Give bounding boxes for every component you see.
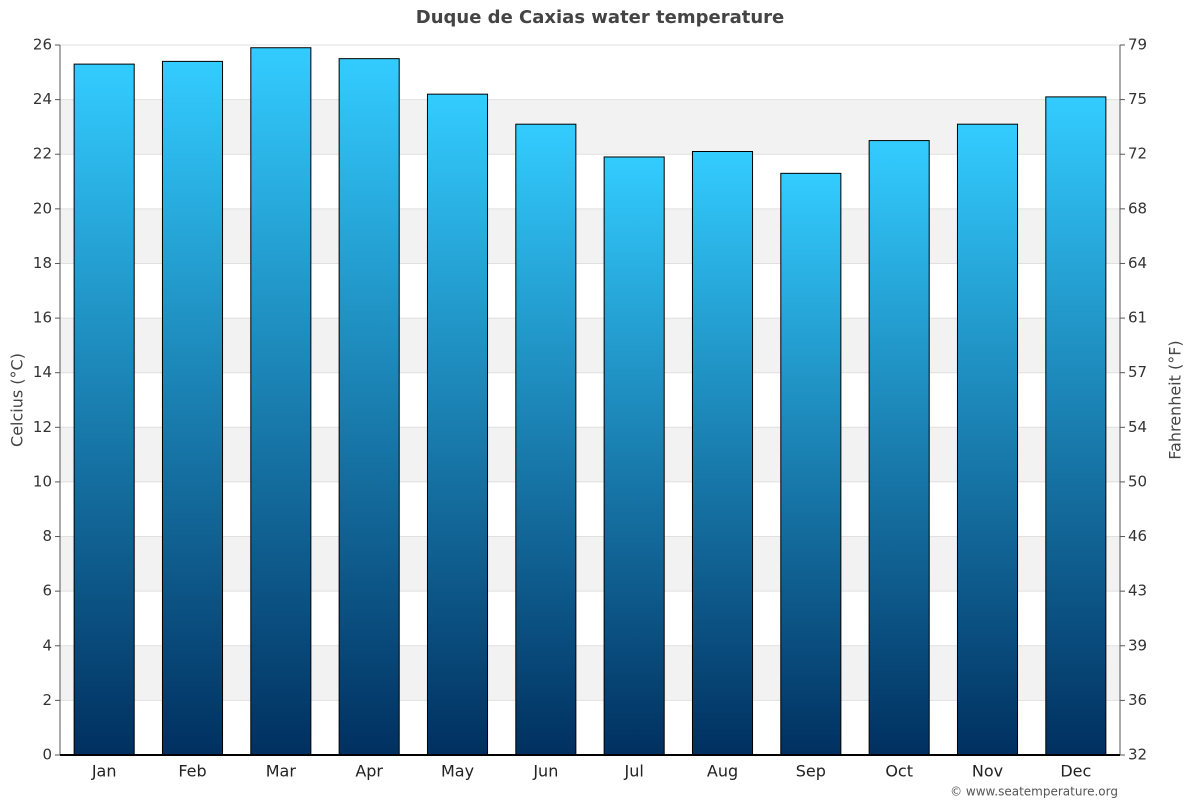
y-tick-label: 12 [33,418,52,436]
y-tick-label: 24 [33,90,52,108]
grid-band [60,318,1120,373]
bar [515,123,577,756]
y2-tick-label: 57 [1128,363,1147,381]
grid-band [60,427,1120,482]
y2-tick-label: 72 [1128,145,1147,163]
x-tick-label: Jul [624,762,644,781]
x-tick-label: Jan [91,762,117,781]
x-tick-label: Sep [796,762,826,781]
grid-band [60,536,1120,592]
y2-tick-label: 61 [1128,309,1147,327]
x-tick-label: Dec [1060,762,1091,781]
bar [73,63,135,756]
x-tick-label: Jun [532,762,558,781]
bar [250,47,312,756]
y2-tick-label: 64 [1128,254,1147,272]
x-tick-label: May [441,762,474,781]
y-tick-label: 10 [33,472,52,490]
y-tick-label: 18 [33,254,52,272]
y2-tick-label: 75 [1128,90,1147,108]
grid-band [60,645,1120,701]
bar [868,140,930,756]
x-tick-label: Apr [355,762,383,781]
x-tick-label: Aug [707,762,738,781]
bar [780,172,842,756]
y-tick-label: 16 [33,309,52,327]
y2-tick-label: 50 [1128,472,1147,490]
grid-band [60,208,1120,264]
y2-tick-label: 36 [1128,691,1147,709]
bar [691,151,754,756]
x-tick-label: Feb [178,762,206,781]
y-tick-label: 22 [33,145,52,163]
bar [956,123,1019,756]
bar [426,93,489,756]
bar [603,156,665,756]
y2-tick-label: 46 [1128,527,1147,545]
y2-tick-label: 39 [1128,636,1147,654]
credit: © www.seatemperature.org [950,785,1118,799]
bar [161,60,224,756]
bar [1045,96,1107,756]
grid-band [60,99,1120,155]
y2-tick-label: 54 [1128,418,1147,436]
y2-tick-label: 68 [1128,199,1147,217]
y-tick-label: 26 [33,36,52,54]
x-tick-label: Nov [972,762,1003,781]
y-tick-label: 20 [33,199,52,217]
y2-tick-label: 32 [1128,746,1147,764]
chart-title: Duque de Caxias water temperature [416,7,784,28]
y2-tick-label: 43 [1128,582,1147,600]
y-axis-title: Celcius (°C) [8,353,27,447]
bar [338,58,400,756]
y-tick-label: 0 [42,746,52,764]
y2-axis-title: Fahrenheit (°F) [1166,340,1185,459]
x-tick-label: Oct [885,762,913,781]
y-tick-label: 2 [42,691,52,709]
y2-tick-label: 79 [1128,36,1147,54]
y-tick-label: 4 [42,636,52,654]
y-tick-label: 14 [33,363,52,381]
x-tick-label: Mar [266,762,297,781]
y-tick-label: 8 [42,527,52,545]
y-tick-label: 6 [42,582,52,600]
